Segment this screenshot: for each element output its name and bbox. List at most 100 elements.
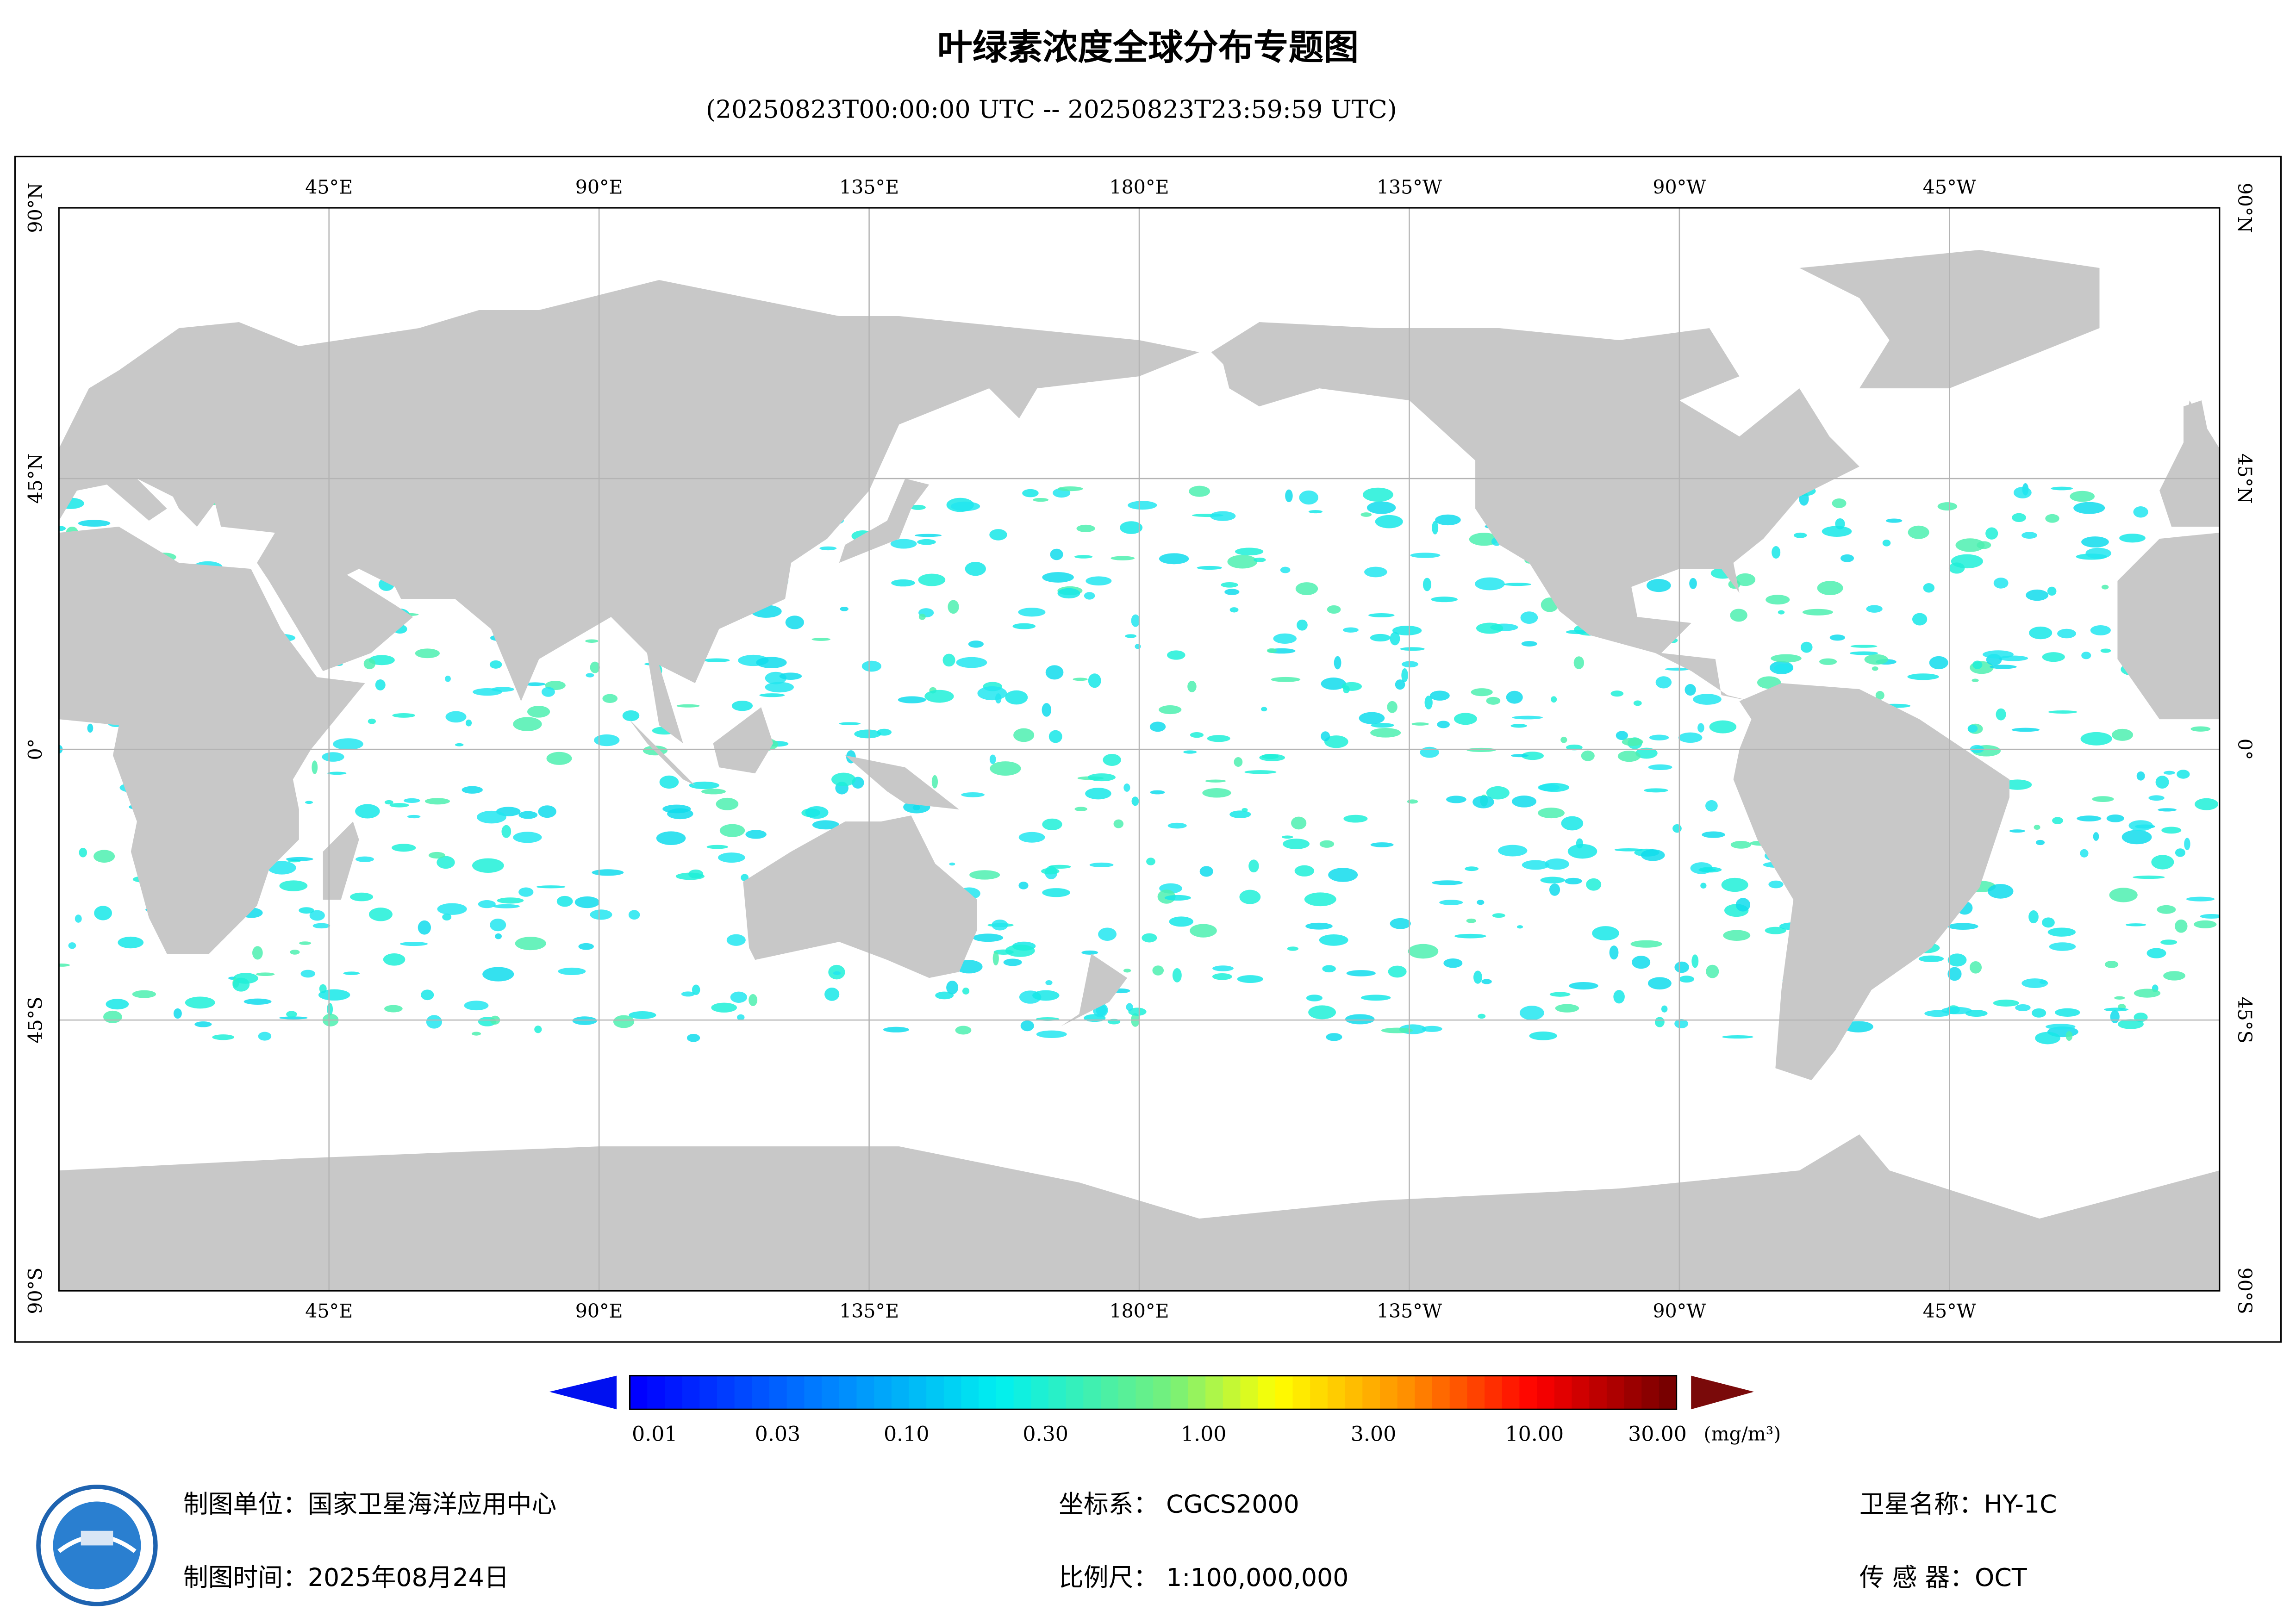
ocean-patch	[1343, 815, 1368, 823]
ocean-patch	[759, 693, 785, 697]
ocean-patch	[2146, 948, 2166, 958]
ocean-patch	[518, 887, 534, 897]
ocean-patch	[1538, 808, 1565, 819]
ocean-patch	[173, 1008, 182, 1019]
ocean-patch	[1202, 788, 1231, 798]
ocean-patch	[1149, 721, 1166, 732]
colorbar-step	[961, 1375, 980, 1410]
ocean-patch	[935, 991, 954, 1000]
colorbar-step	[1345, 1375, 1363, 1410]
ocean-patch	[1661, 1005, 1668, 1013]
ocean-patch	[2177, 770, 2190, 779]
ocean-patch	[1647, 977, 1672, 990]
ocean-patch	[1521, 752, 1544, 760]
lon-label: 135°E	[839, 176, 899, 198]
ocean-patch	[883, 1026, 910, 1032]
ocean-patch	[1849, 651, 1878, 655]
ocean-patch	[1907, 673, 1939, 680]
ocean-patch	[1285, 489, 1293, 503]
ocean-patch	[1089, 862, 1114, 867]
ocean-patch	[415, 648, 440, 659]
ocean-patch	[1073, 678, 1088, 681]
ocean-patch	[1693, 694, 1722, 705]
ocean-patch	[368, 718, 376, 724]
ocean-patch	[2045, 514, 2059, 523]
ocean-patch	[1492, 913, 1505, 918]
ocean-patch	[1012, 623, 1036, 629]
ocean-patch	[1229, 607, 1239, 613]
colorbar-step	[1606, 1375, 1625, 1410]
ocean-patch	[730, 991, 747, 1003]
ocean-patch	[1392, 625, 1422, 635]
ocean-patch	[1254, 557, 1266, 562]
colorbar-unit: (mg/m³)	[1704, 1423, 1781, 1445]
ocean-patch	[1321, 678, 1346, 690]
colorbar-step	[1327, 1375, 1346, 1410]
ocean-patch	[2039, 980, 2047, 984]
ocean-patch	[2013, 486, 2032, 498]
logo	[36, 1485, 158, 1606]
ocean-patch	[1622, 738, 1643, 746]
ocean-patch	[1205, 779, 1226, 783]
ocean-patch	[1617, 751, 1641, 762]
ocean-patch	[1757, 676, 1781, 689]
lat-label: 90°N	[2234, 183, 2256, 233]
ocean-patch	[407, 815, 421, 819]
ocean-patch	[686, 1033, 700, 1042]
ocean-patch	[1086, 576, 1112, 586]
ocean-patch	[1466, 747, 1497, 752]
ocean-patch	[831, 772, 856, 787]
colorbar-step	[1153, 1375, 1171, 1410]
ocean-patch	[1045, 980, 1053, 985]
ocean-patch	[437, 856, 455, 869]
ocean-patch	[1381, 1027, 1413, 1033]
ocean-patch	[286, 1011, 297, 1018]
ocean-patch	[812, 820, 839, 830]
ocean-patch	[445, 675, 451, 682]
ocean-patch	[1319, 934, 1348, 946]
ocean-patch	[1423, 578, 1431, 591]
ocean-patch	[1227, 554, 1258, 569]
ocean-patch	[1042, 888, 1070, 897]
ocean-patch	[194, 1021, 212, 1027]
ocean-patch	[1644, 788, 1668, 793]
lon-label: 90°W	[1653, 1300, 1706, 1322]
lat-label: 0°	[2234, 739, 2256, 760]
ocean-patch	[1567, 844, 1597, 859]
ocean-patch	[318, 989, 350, 1001]
colorbar-step	[1188, 1375, 1206, 1410]
ocean-patch	[989, 754, 996, 764]
ocean-patch	[1271, 677, 1301, 682]
ocean-patch	[1486, 786, 1510, 800]
ocean-patch	[59, 526, 66, 531]
ocean-patch	[350, 892, 374, 902]
ocean-patch	[1431, 597, 1458, 603]
ocean-patch	[1674, 961, 1689, 973]
lat-label: 90°S	[2234, 1268, 2256, 1314]
ocean-patch	[2111, 728, 2134, 741]
ocean-patch	[1390, 632, 1400, 646]
ocean-patch	[1048, 864, 1071, 869]
ocean-patch	[2128, 820, 2153, 831]
colorbar-step	[1136, 1375, 1154, 1410]
ocean-patch	[232, 977, 250, 992]
ocean-patch	[1050, 548, 1063, 560]
ocean-patch	[2148, 795, 2165, 801]
ocean-patch	[513, 832, 542, 843]
ocean-patch	[917, 539, 936, 545]
ocean-patch	[256, 972, 275, 976]
colorbar-step	[1066, 1375, 1084, 1410]
ocean-patch	[1164, 895, 1191, 901]
lon-label: 135°E	[839, 1300, 899, 1322]
ocean-patch	[585, 639, 599, 643]
ocean-patch	[1370, 842, 1394, 847]
ocean-patch	[1840, 554, 1854, 562]
ocean-patch	[1477, 900, 1485, 905]
colorbar-step	[752, 1375, 770, 1410]
colorbar-step	[786, 1375, 805, 1410]
ocean-patch	[1187, 680, 1197, 692]
ocean-patch	[1422, 1026, 1442, 1032]
colorbar-step	[717, 1375, 735, 1410]
ocean-patch	[2015, 1004, 2031, 1012]
ocean-patch	[1299, 490, 1318, 505]
